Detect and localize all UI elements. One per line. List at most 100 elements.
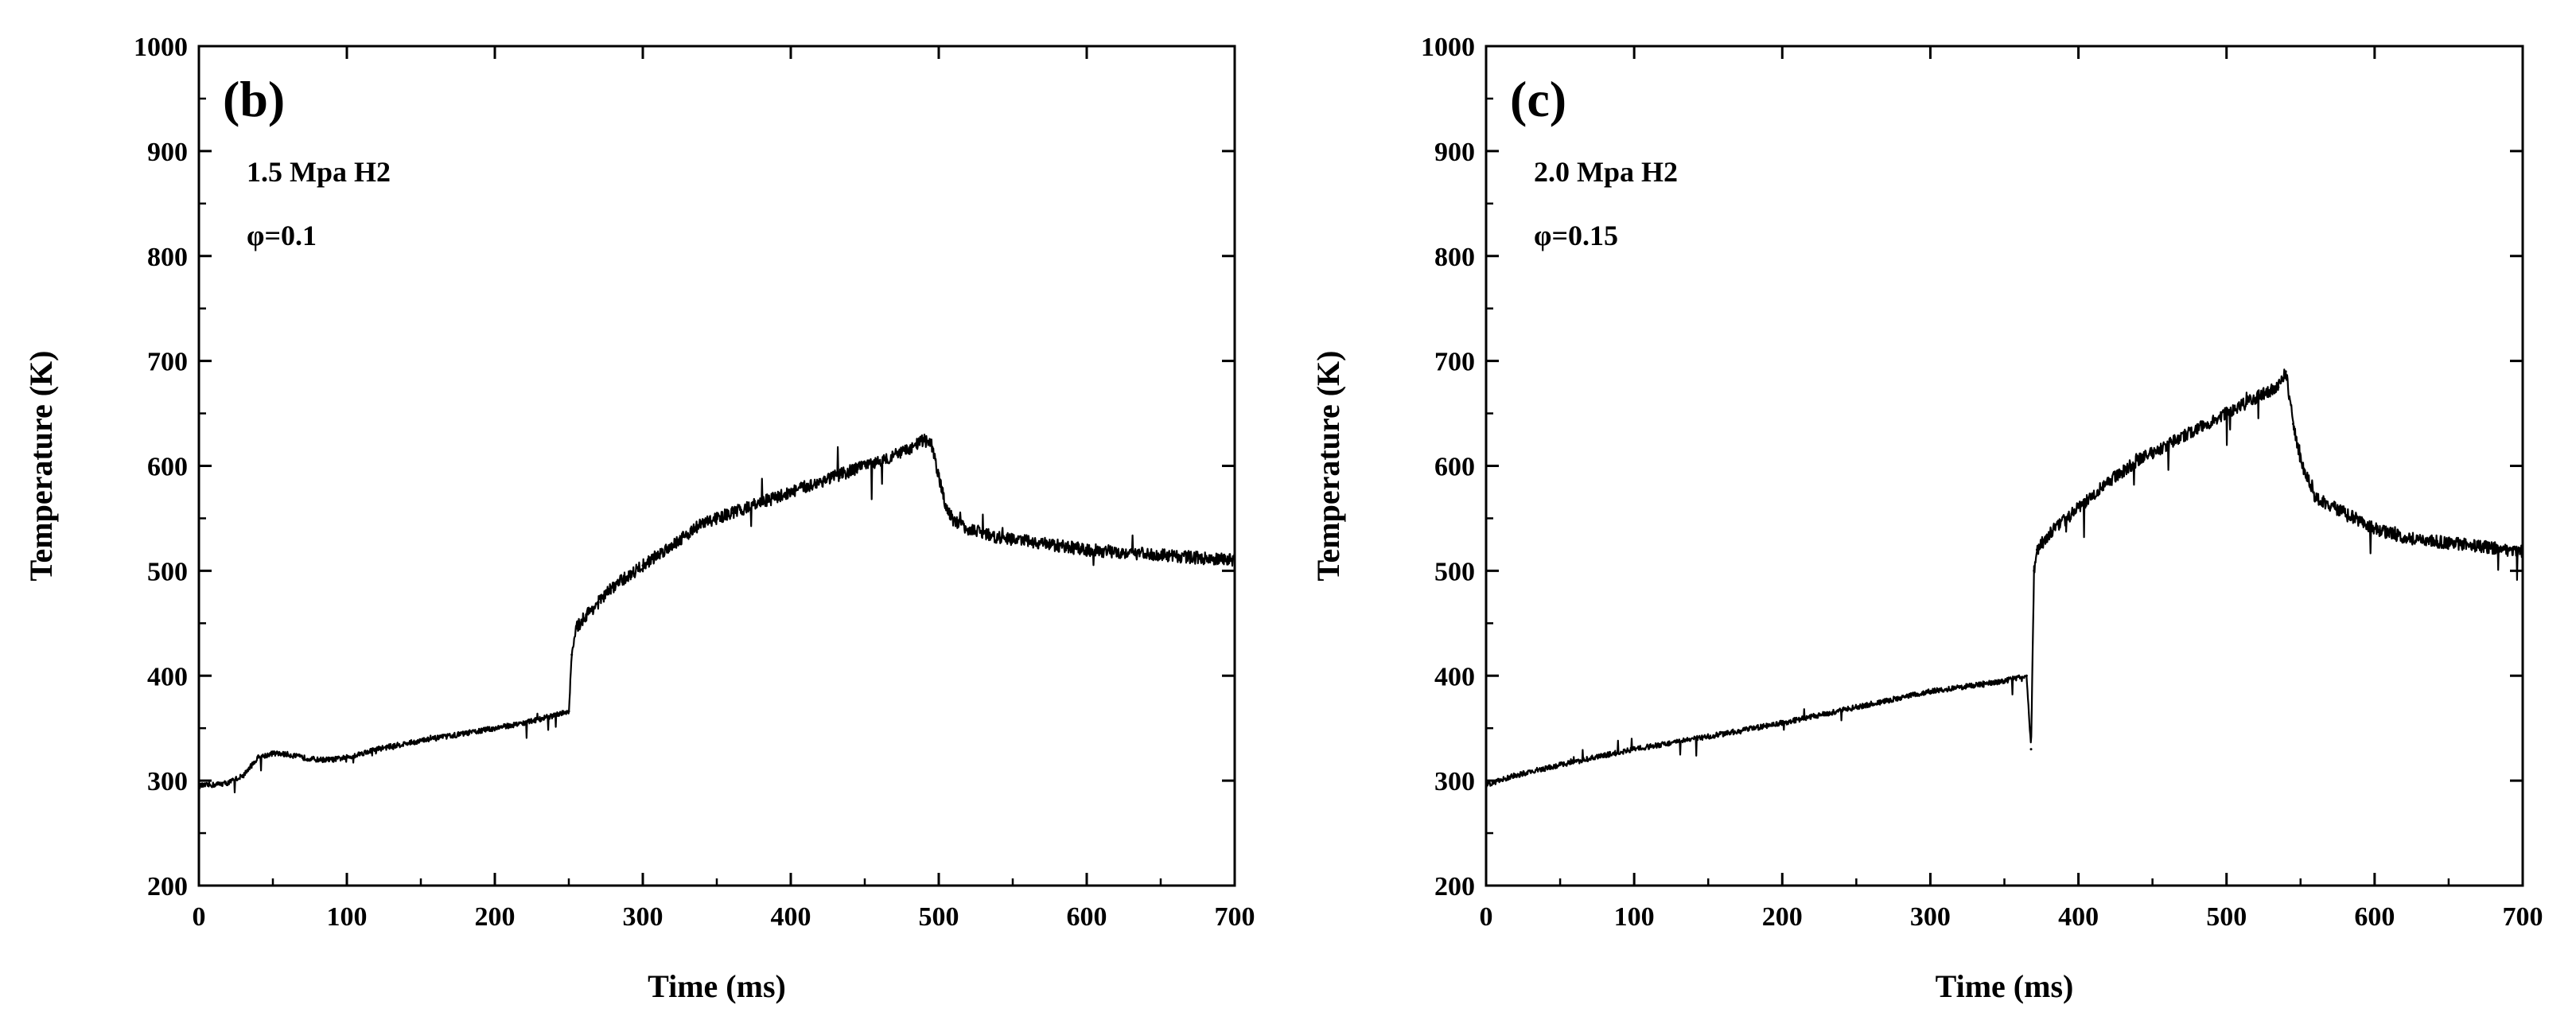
annotation: 2.0 Mpa H2 — [1534, 156, 1678, 188]
data-point — [197, 785, 200, 788]
data-point — [612, 585, 615, 588]
data-point — [1174, 555, 1177, 558]
data-point — [1485, 783, 1488, 786]
x-tick-label: 600 — [2354, 902, 2395, 932]
data-point — [1928, 690, 1932, 693]
data-point — [2225, 412, 2228, 415]
data-point — [2344, 512, 2347, 515]
y-tick-label: 1000 — [1421, 33, 1475, 62]
x-tick-label: 700 — [1215, 902, 1255, 932]
data-point — [937, 475, 940, 478]
data-point — [2165, 443, 2169, 446]
x-tick-label: 0 — [1480, 902, 1493, 932]
y-tick-label: 300 — [147, 767, 188, 796]
x-tick-label: 0 — [193, 902, 206, 932]
data-point — [345, 756, 348, 759]
data-point — [2403, 535, 2406, 539]
x-tick-label: 200 — [475, 902, 516, 932]
panel-c: 0 100 200 300 400 500 600 700 200 300 400 500 600 700… — [1310, 33, 2543, 1004]
y-tick-label: 400 — [1434, 662, 1475, 691]
data-point — [2033, 569, 2036, 572]
y-tick-label: 600 — [147, 453, 188, 482]
data-point — [730, 512, 733, 515]
x-tick-label: 300 — [1910, 902, 1951, 932]
data-point — [2284, 370, 2287, 373]
data-point — [952, 519, 955, 522]
data-point — [464, 732, 467, 735]
y-axis-label: Temperature (K) — [23, 351, 59, 582]
data-point — [1204, 557, 1207, 560]
data-point — [301, 756, 304, 759]
panel-label: (b) — [223, 71, 285, 127]
x-tick-label: 300 — [623, 902, 663, 932]
data-point — [330, 758, 333, 761]
data-point — [419, 739, 422, 742]
data-point — [2003, 679, 2006, 683]
x-tick-label: 400 — [771, 902, 811, 932]
data-point — [1233, 559, 1236, 562]
data-point — [227, 781, 230, 785]
panel-b: 0 100 200 300 400 500 600 700 200 300 400 500 600 700… — [23, 33, 1255, 1004]
data-point — [819, 480, 822, 483]
y-tick-label: 800 — [147, 243, 188, 272]
data-point — [212, 783, 216, 786]
y-tick-label: 1000 — [134, 33, 188, 62]
data-point — [242, 774, 245, 777]
y-tick-label: 900 — [1434, 138, 1475, 167]
data-point — [1558, 763, 1562, 766]
x-axis-label: Time (ms) — [1936, 968, 2074, 1004]
data-point — [316, 758, 319, 761]
data-point — [2313, 496, 2317, 499]
data-point — [1780, 722, 1784, 725]
data-point — [2299, 459, 2302, 462]
data-point — [1514, 774, 1517, 777]
data-point — [1632, 748, 1636, 751]
y-tick-label: 500 — [1434, 557, 1475, 586]
data-point — [570, 653, 574, 656]
data-point — [2025, 674, 2028, 677]
data-point — [700, 522, 703, 525]
data-point — [848, 469, 851, 473]
data-point — [626, 574, 629, 578]
data-point — [1026, 539, 1029, 543]
x-tick-label: 100 — [327, 902, 368, 932]
data-point — [375, 748, 378, 751]
y-axis-label: Temperature (K) — [1310, 351, 1346, 582]
data-point — [2291, 422, 2294, 426]
x-tick-label: 400 — [2058, 902, 2099, 932]
x-axis-label: Time (ms) — [648, 968, 786, 1004]
data-point — [2047, 532, 2050, 535]
data-point — [1706, 735, 1710, 738]
data-point — [597, 601, 600, 604]
y-tick-label: 400 — [147, 662, 188, 691]
y-tick-label: 200 — [147, 872, 188, 901]
y-tick-label: 200 — [1434, 872, 1475, 901]
annotation: 1.5 Mpa H2 — [247, 156, 391, 188]
data-point — [2195, 427, 2198, 430]
y-tick-label: 800 — [1434, 243, 1475, 272]
data-point — [908, 449, 911, 452]
y-tick-label: 500 — [147, 557, 188, 586]
y-tick-label: 600 — [1434, 453, 1475, 482]
data-point — [641, 564, 644, 567]
data-point — [760, 501, 763, 504]
data-point — [256, 756, 259, 759]
data-point — [2277, 386, 2280, 389]
y-tick-label: 300 — [1434, 767, 1475, 796]
annotation: φ=0.1 — [247, 220, 317, 251]
data-point — [2029, 748, 2033, 751]
data-point — [2462, 543, 2465, 546]
data-point — [567, 710, 570, 713]
data-point — [2035, 548, 2038, 551]
data-point — [789, 490, 792, 493]
data-point — [922, 438, 925, 442]
x-tick-label: 200 — [1762, 902, 1803, 932]
data-point — [2077, 506, 2080, 509]
data-point — [2521, 551, 2524, 554]
data-point — [671, 543, 674, 546]
y-tick-label: 700 — [147, 348, 188, 377]
data-point — [2492, 546, 2495, 549]
data-point — [2373, 528, 2376, 531]
x-tick-label: 600 — [1067, 902, 1107, 932]
